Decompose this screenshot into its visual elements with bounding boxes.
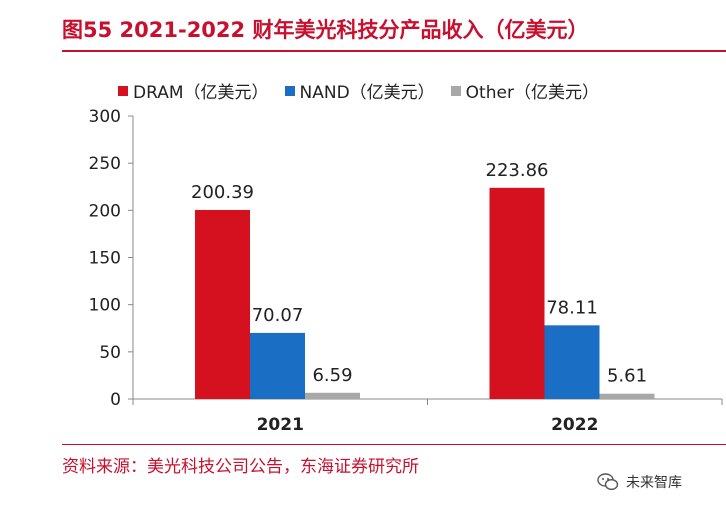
y-tick-label: 50: [99, 343, 121, 363]
bar-nand-2022: [544, 325, 600, 399]
data-label-nand-2021: 70.07: [252, 305, 304, 326]
chart-title: 图55 2021-2022 财年美光科技分产品收入（亿美元）: [62, 18, 589, 42]
source-note: 资料来源：美光科技公司公告，东海证券研究所: [62, 457, 419, 477]
legend-item-dram: DRAM（亿美元）: [118, 78, 269, 103]
watermark-text: 未来智库: [626, 475, 682, 491]
data-label-dram-2021: 200.39: [191, 182, 254, 203]
legend-item-nand: NAND（亿美元）: [284, 78, 435, 103]
y-tick-label: 0: [110, 390, 121, 410]
bar-other-2022: [599, 393, 655, 399]
legend-label-nand: NAND（亿美元）: [299, 83, 435, 103]
legend: DRAM（亿美元） NAND（亿美元） Other（亿美元）: [118, 78, 615, 103]
legend-swatch-nand: [284, 85, 295, 96]
source-divider: [62, 444, 726, 445]
legend-item-other: Other（亿美元）: [450, 78, 599, 103]
y-tick-label: 300: [89, 107, 121, 127]
x-tick-label-2022: 2022: [551, 415, 598, 435]
y-tick-label: 100: [89, 296, 121, 316]
bar-dram-2022: [489, 187, 545, 399]
y-tick-label: 150: [89, 249, 121, 269]
legend-swatch-other: [450, 85, 461, 96]
bar-nand-2021: [250, 332, 305, 399]
title-divider: [62, 50, 726, 52]
watermark: 未来智库: [596, 470, 682, 494]
legend-label-dram: DRAM（亿美元）: [133, 83, 269, 103]
data-label-dram-2022: 223.86: [486, 160, 549, 181]
wechat-icon: [597, 473, 619, 491]
legend-swatch-dram: [118, 85, 128, 96]
data-label-other-2022: 5.61: [607, 366, 647, 387]
y-tick-label: 250: [89, 154, 121, 174]
x-tick-label-2021: 2021: [257, 415, 304, 435]
bar-dram-2021: [195, 209, 250, 399]
data-label-nand-2022: 78.11: [546, 297, 598, 318]
y-tick-label: 200: [89, 201, 121, 221]
legend-label-other: Other（亿美元）: [465, 83, 599, 103]
data-label-other-2021: 6.59: [312, 365, 352, 386]
bar-other-2021: [305, 392, 360, 399]
